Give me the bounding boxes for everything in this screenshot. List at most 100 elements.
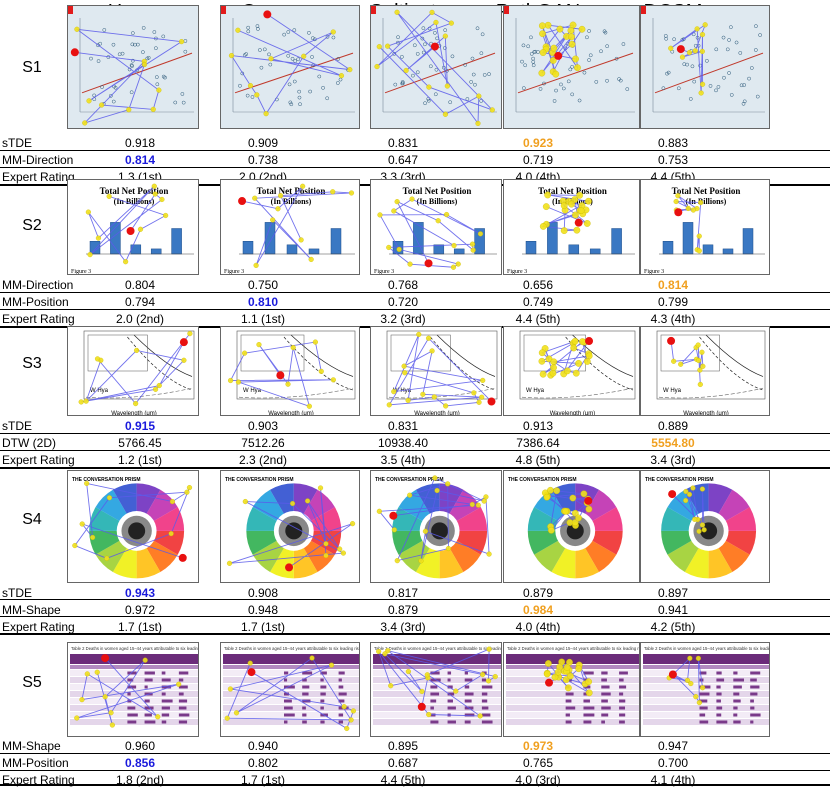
scanpath-overlay [641, 6, 769, 128]
metric-value: 0.948 [247, 603, 279, 617]
table-rule [0, 292, 830, 293]
table-rule [0, 167, 830, 168]
metric-value: 4.4 (5th) [515, 312, 561, 326]
metric-value: 0.941 [657, 603, 689, 617]
scanpath-overlay: THE CONVERSATION PRISM [221, 471, 359, 582]
metric-value: 0.799 [657, 295, 689, 309]
scanpath-overlay [221, 6, 359, 128]
metric-value: 0.913 [522, 419, 554, 433]
metric-value: 0.972 [124, 603, 156, 617]
scanpath-thumbnail: Table 2 Deaths in women aged 15–44 years… [370, 642, 502, 737]
metric-value: 0.947 [657, 739, 689, 753]
metric-value: 3.4 (3rd) [380, 620, 426, 634]
metric-value: 0.897 [657, 586, 689, 600]
metric-value: 0.687 [387, 756, 419, 770]
metric-value: 0.923 [522, 136, 554, 150]
metric-value: 2.3 (2nd) [238, 453, 288, 467]
svg-text:(In Billions): (In Billions) [417, 197, 458, 206]
scanpath-thumbnail: Table 2 Deaths in women aged 15–44 years… [503, 642, 640, 737]
scanpath-thumbnail: THE CONVERSATION PRISM [503, 470, 640, 583]
row-label: S1 [22, 59, 42, 76]
metric-value: 0.804 [124, 278, 156, 292]
scanpath-thumbnail [640, 5, 770, 129]
svg-text:Wavelength (μm): Wavelength (μm) [111, 411, 157, 416]
scanpath-thumbnail: Wavelength (μm) W Hya [503, 326, 640, 416]
table-rule [0, 150, 830, 151]
svg-text:THE CONVERSATION PRISM: THE CONVERSATION PRISM [645, 477, 714, 483]
metric-name: MM-Shape [2, 739, 61, 753]
svg-text:Table 2 Deaths in women aged 1: Table 2 Deaths in women aged 15–44 years… [224, 646, 360, 651]
scanpath-overlay: Wavelength (μm) W Hya [68, 327, 198, 416]
scanpath-overlay: Wavelength (μm)W Hya [504, 327, 639, 415]
svg-text:Total Net Position: Total Net Position [538, 186, 607, 196]
metric-value: 0.750 [247, 278, 279, 292]
metric-name: sTDE [2, 419, 32, 433]
metric-row: Expert Rating 1.7 (1st) 1.7 (1st) 3.4 (3rd)… [0, 619, 830, 636]
scanpath-thumbnail: Table 2 Deaths in women aged 15–44 years… [640, 642, 770, 737]
scanpath-overlay: Wavelength (μm)W Hya [641, 327, 769, 416]
scanpath-thumbnail: Table 2 Deaths in women aged 15–44 years… [67, 642, 199, 737]
metric-row: sTDE 0.943 0.908 0.817 0.879 0.897 [0, 585, 830, 602]
scanpath-overlay: Total Net Position(In Billions) Figure 3 [68, 180, 198, 274]
metric-value: 0.720 [387, 295, 419, 309]
svg-text:Table 2 Deaths in women aged 1: Table 2 Deaths in women aged 15–44 years… [71, 646, 199, 651]
scanpath-overlay: Wavelength (μm) W Hya [221, 327, 359, 416]
svg-text:(In Billions): (In Billions) [271, 197, 312, 206]
metric-value: 0.753 [657, 153, 689, 167]
metric-value: 0.943 [124, 586, 156, 600]
metric-name: DTW (2D) [2, 436, 56, 450]
metric-value: 4.8 (5th) [515, 453, 561, 467]
scanpath-thumbnail: Table 2 Deaths in women aged 15–44 years… [220, 642, 360, 737]
metric-row: MM-Position 0.794 0.810 0.720 0.749 0.799 [0, 294, 830, 311]
svg-text:Wavelength (μm): Wavelength (μm) [268, 411, 314, 416]
scanpath-thumbnail: Total Net Position (In Billions) Figure 3 [370, 179, 502, 275]
metric-value: 0.749 [522, 295, 554, 309]
scanpath-overlay: THE CONVERSATION PRISM [68, 471, 198, 582]
metric-value: 0.909 [247, 136, 279, 150]
svg-text:Total Net Position: Total Net Position [672, 186, 741, 196]
svg-text:Total Net Position: Total Net Position [100, 186, 169, 196]
scanpath-overlay: Total Net Position(In Billions) Figure 3 [641, 180, 769, 274]
metric-value: 0.984 [522, 603, 554, 617]
svg-text:(In Billions): (In Billions) [114, 197, 155, 206]
metric-row: sTDE 0.915 0.903 0.831 0.913 0.889 [0, 418, 830, 435]
metric-value: 0.765 [522, 756, 554, 770]
scanpath-overlay: THE CONVERSATION PRISM [641, 471, 769, 582]
scanpath-overlay: Table 2 Deaths in women aged 15–44 years… [504, 643, 640, 736]
svg-text:Table 2 Deaths in women aged 1: Table 2 Deaths in women aged 15–44 years… [507, 646, 640, 651]
metric-value: 4.1 (4th) [650, 773, 696, 787]
scanpath-thumbnail: Wavelength (μm) W Hya [370, 326, 502, 416]
svg-text:Total Net Position: Total Net Position [403, 186, 472, 196]
scanpath-thumbnail: Total Net Position (In Billions) Figure 3 [503, 179, 640, 275]
svg-text:W Hya: W Hya [90, 388, 109, 394]
metric-value: 0.656 [522, 278, 554, 292]
svg-text:Wavelength (μm): Wavelength (μm) [683, 411, 729, 416]
scanpath-thumbnail [220, 5, 360, 129]
metric-value: 0.794 [124, 295, 156, 309]
scanpath-thumbnail: Total Net Position (In Billions) Figure 3 [640, 179, 770, 275]
scanpath-overlay [371, 6, 501, 128]
metric-value: 1.2 (1st) [117, 453, 162, 467]
metric-value: 0.738 [247, 153, 279, 167]
row-label: S2 [22, 217, 42, 234]
svg-text:Table 2 Deaths in women aged 1: Table 2 Deaths in women aged 15–44 years… [644, 646, 770, 651]
scanpath-overlay: THE CONVERSATION PRISM [371, 471, 501, 582]
svg-text:W Hya: W Hya [243, 388, 262, 394]
metric-value: 0.889 [657, 419, 689, 433]
metric-value: 0.831 [387, 419, 419, 433]
metric-value: 0.973 [522, 739, 554, 753]
metric-value: 4.0 (4th) [515, 620, 561, 634]
svg-text:Table 2 Deaths in women aged 1: Table 2 Deaths in women aged 15–44 years… [374, 646, 502, 651]
metric-value: 0.810 [247, 295, 279, 309]
metric-name: sTDE [2, 136, 32, 150]
metric-value: 4.2 (5th) [650, 620, 696, 634]
scanpath-overlay: Table 2 Deaths in women aged 15–44 years… [641, 643, 770, 736]
scanpath-overlay: Wavelength (μm)W Hya [371, 327, 501, 415]
metric-value: 1.1 (1st) [240, 312, 285, 326]
metric-value: 1.7 (1st) [117, 620, 162, 634]
scanpath-overlay: Table 2 Deaths in women aged 15–44 years… [371, 643, 502, 736]
scanpath-overlay [68, 6, 198, 128]
metric-name: Expert Rating [2, 453, 75, 467]
metric-value: 2.0 (2nd) [115, 312, 165, 326]
metric-value: 1.8 (2nd) [115, 773, 165, 787]
